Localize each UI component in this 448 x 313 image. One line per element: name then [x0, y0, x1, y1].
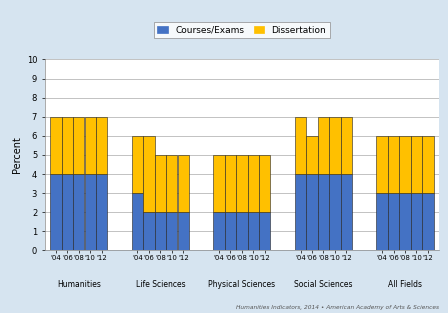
- Bar: [178, 155, 189, 212]
- Bar: [248, 155, 259, 212]
- Bar: [306, 136, 318, 174]
- Bar: [376, 136, 388, 193]
- Bar: [166, 212, 177, 250]
- Bar: [329, 174, 340, 250]
- Bar: [329, 117, 340, 174]
- Bar: [388, 136, 399, 193]
- Bar: [62, 174, 73, 250]
- Bar: [155, 212, 166, 250]
- Bar: [341, 117, 352, 174]
- Bar: [132, 136, 143, 193]
- Bar: [236, 212, 248, 250]
- Bar: [166, 155, 177, 212]
- Bar: [143, 212, 155, 250]
- Bar: [73, 117, 84, 174]
- Bar: [96, 117, 108, 174]
- Bar: [411, 136, 422, 193]
- Text: Humanities Indicators, 2014 • American Academy of Arts & Sciences: Humanities Indicators, 2014 • American A…: [236, 305, 439, 310]
- Bar: [259, 212, 271, 250]
- Text: Humanities: Humanities: [57, 280, 101, 289]
- Bar: [73, 174, 84, 250]
- Bar: [225, 212, 236, 250]
- Bar: [213, 155, 224, 212]
- Bar: [155, 155, 166, 212]
- Bar: [259, 155, 271, 212]
- Bar: [422, 136, 434, 193]
- Bar: [376, 193, 388, 250]
- Bar: [96, 174, 108, 250]
- Bar: [85, 117, 96, 174]
- Bar: [400, 136, 411, 193]
- Bar: [50, 117, 61, 174]
- Bar: [248, 212, 259, 250]
- Text: Physical Sciences: Physical Sciences: [208, 280, 276, 289]
- Legend: Courses/Exams, Dissertation: Courses/Exams, Dissertation: [154, 22, 330, 38]
- Text: Life Sciences: Life Sciences: [136, 280, 185, 289]
- Bar: [341, 174, 352, 250]
- Text: Social Sciences: Social Sciences: [294, 280, 353, 289]
- Bar: [318, 174, 329, 250]
- Bar: [236, 155, 248, 212]
- Bar: [411, 193, 422, 250]
- Bar: [295, 117, 306, 174]
- Bar: [422, 193, 434, 250]
- Bar: [306, 174, 318, 250]
- Bar: [400, 193, 411, 250]
- Bar: [143, 136, 155, 212]
- Bar: [388, 193, 399, 250]
- Bar: [50, 174, 61, 250]
- Y-axis label: Percent: Percent: [13, 136, 22, 173]
- Bar: [295, 174, 306, 250]
- Bar: [178, 212, 189, 250]
- Bar: [85, 174, 96, 250]
- Bar: [225, 155, 236, 212]
- Bar: [318, 117, 329, 174]
- Bar: [213, 212, 224, 250]
- Bar: [62, 117, 73, 174]
- Text: All Fields: All Fields: [388, 280, 422, 289]
- Bar: [132, 193, 143, 250]
